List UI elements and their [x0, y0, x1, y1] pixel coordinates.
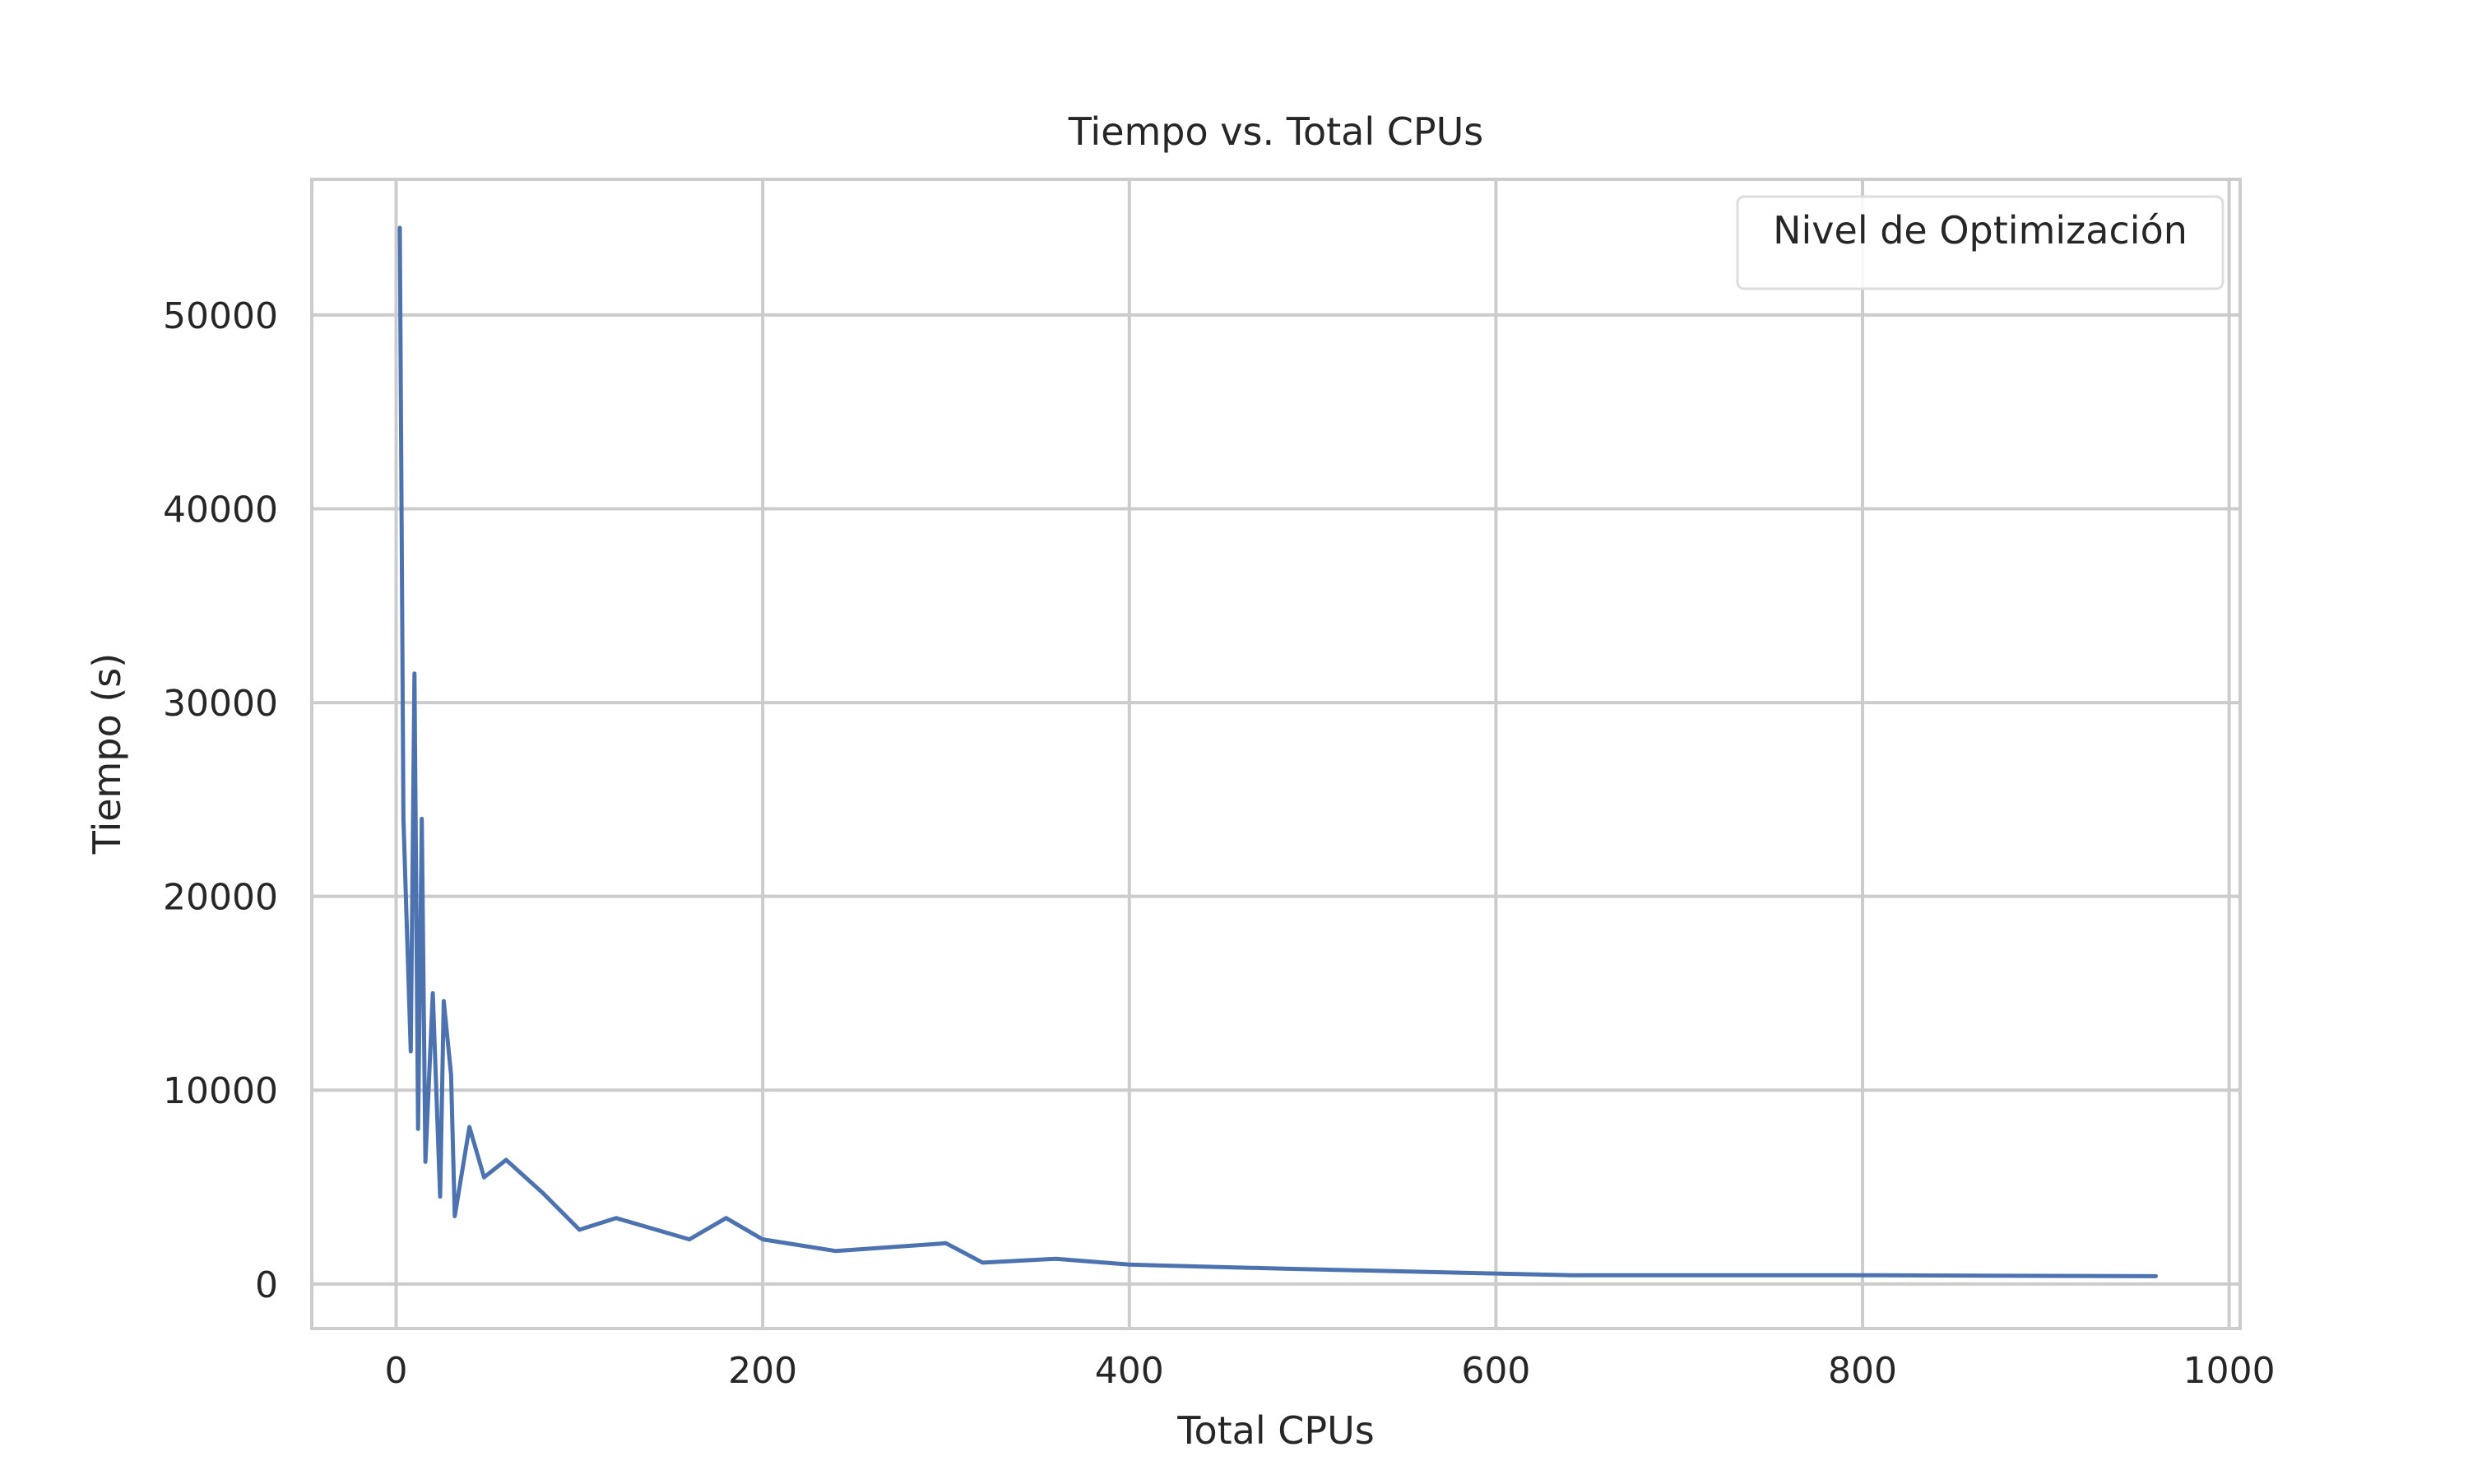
- y-tick-label: 0: [255, 1264, 278, 1306]
- series-layer: [397, 225, 2158, 1278]
- x-tick-labels: 0 200 400 600 800 1000: [384, 1350, 2275, 1392]
- legend-box: [1736, 195, 2224, 290]
- x-axis-label: Total CPUs: [1176, 1408, 1375, 1453]
- plot-frame: [310, 178, 2242, 1330]
- y-tick-label: 10000: [163, 1070, 278, 1112]
- y-tick-labels: 0 10000 20000 30000 40000 50000: [163, 295, 278, 1306]
- x-tick-label: 400: [1095, 1350, 1164, 1392]
- chart-title: Tiempo vs. Total CPUs: [1068, 109, 1484, 154]
- x-tick-label: 800: [1828, 1350, 1897, 1392]
- y-tick-label: 40000: [163, 489, 278, 531]
- legend-title: Nivel de Optimización: [1773, 208, 2187, 253]
- x-tick-label: 0: [384, 1350, 407, 1392]
- series-line: [397, 225, 2158, 1278]
- x-tick-label: 200: [728, 1350, 797, 1392]
- grid-lines: [312, 179, 2240, 1329]
- y-axis-label: Tiempo (s): [85, 653, 129, 855]
- y-tick-label: 30000: [163, 683, 278, 725]
- x-tick-label: 1000: [2183, 1350, 2275, 1392]
- legend: Nivel de Optimización: [1736, 195, 2224, 290]
- x-tick-label: 600: [1461, 1350, 1530, 1392]
- y-tick-label: 50000: [163, 295, 278, 337]
- y-tick-label: 20000: [163, 877, 278, 919]
